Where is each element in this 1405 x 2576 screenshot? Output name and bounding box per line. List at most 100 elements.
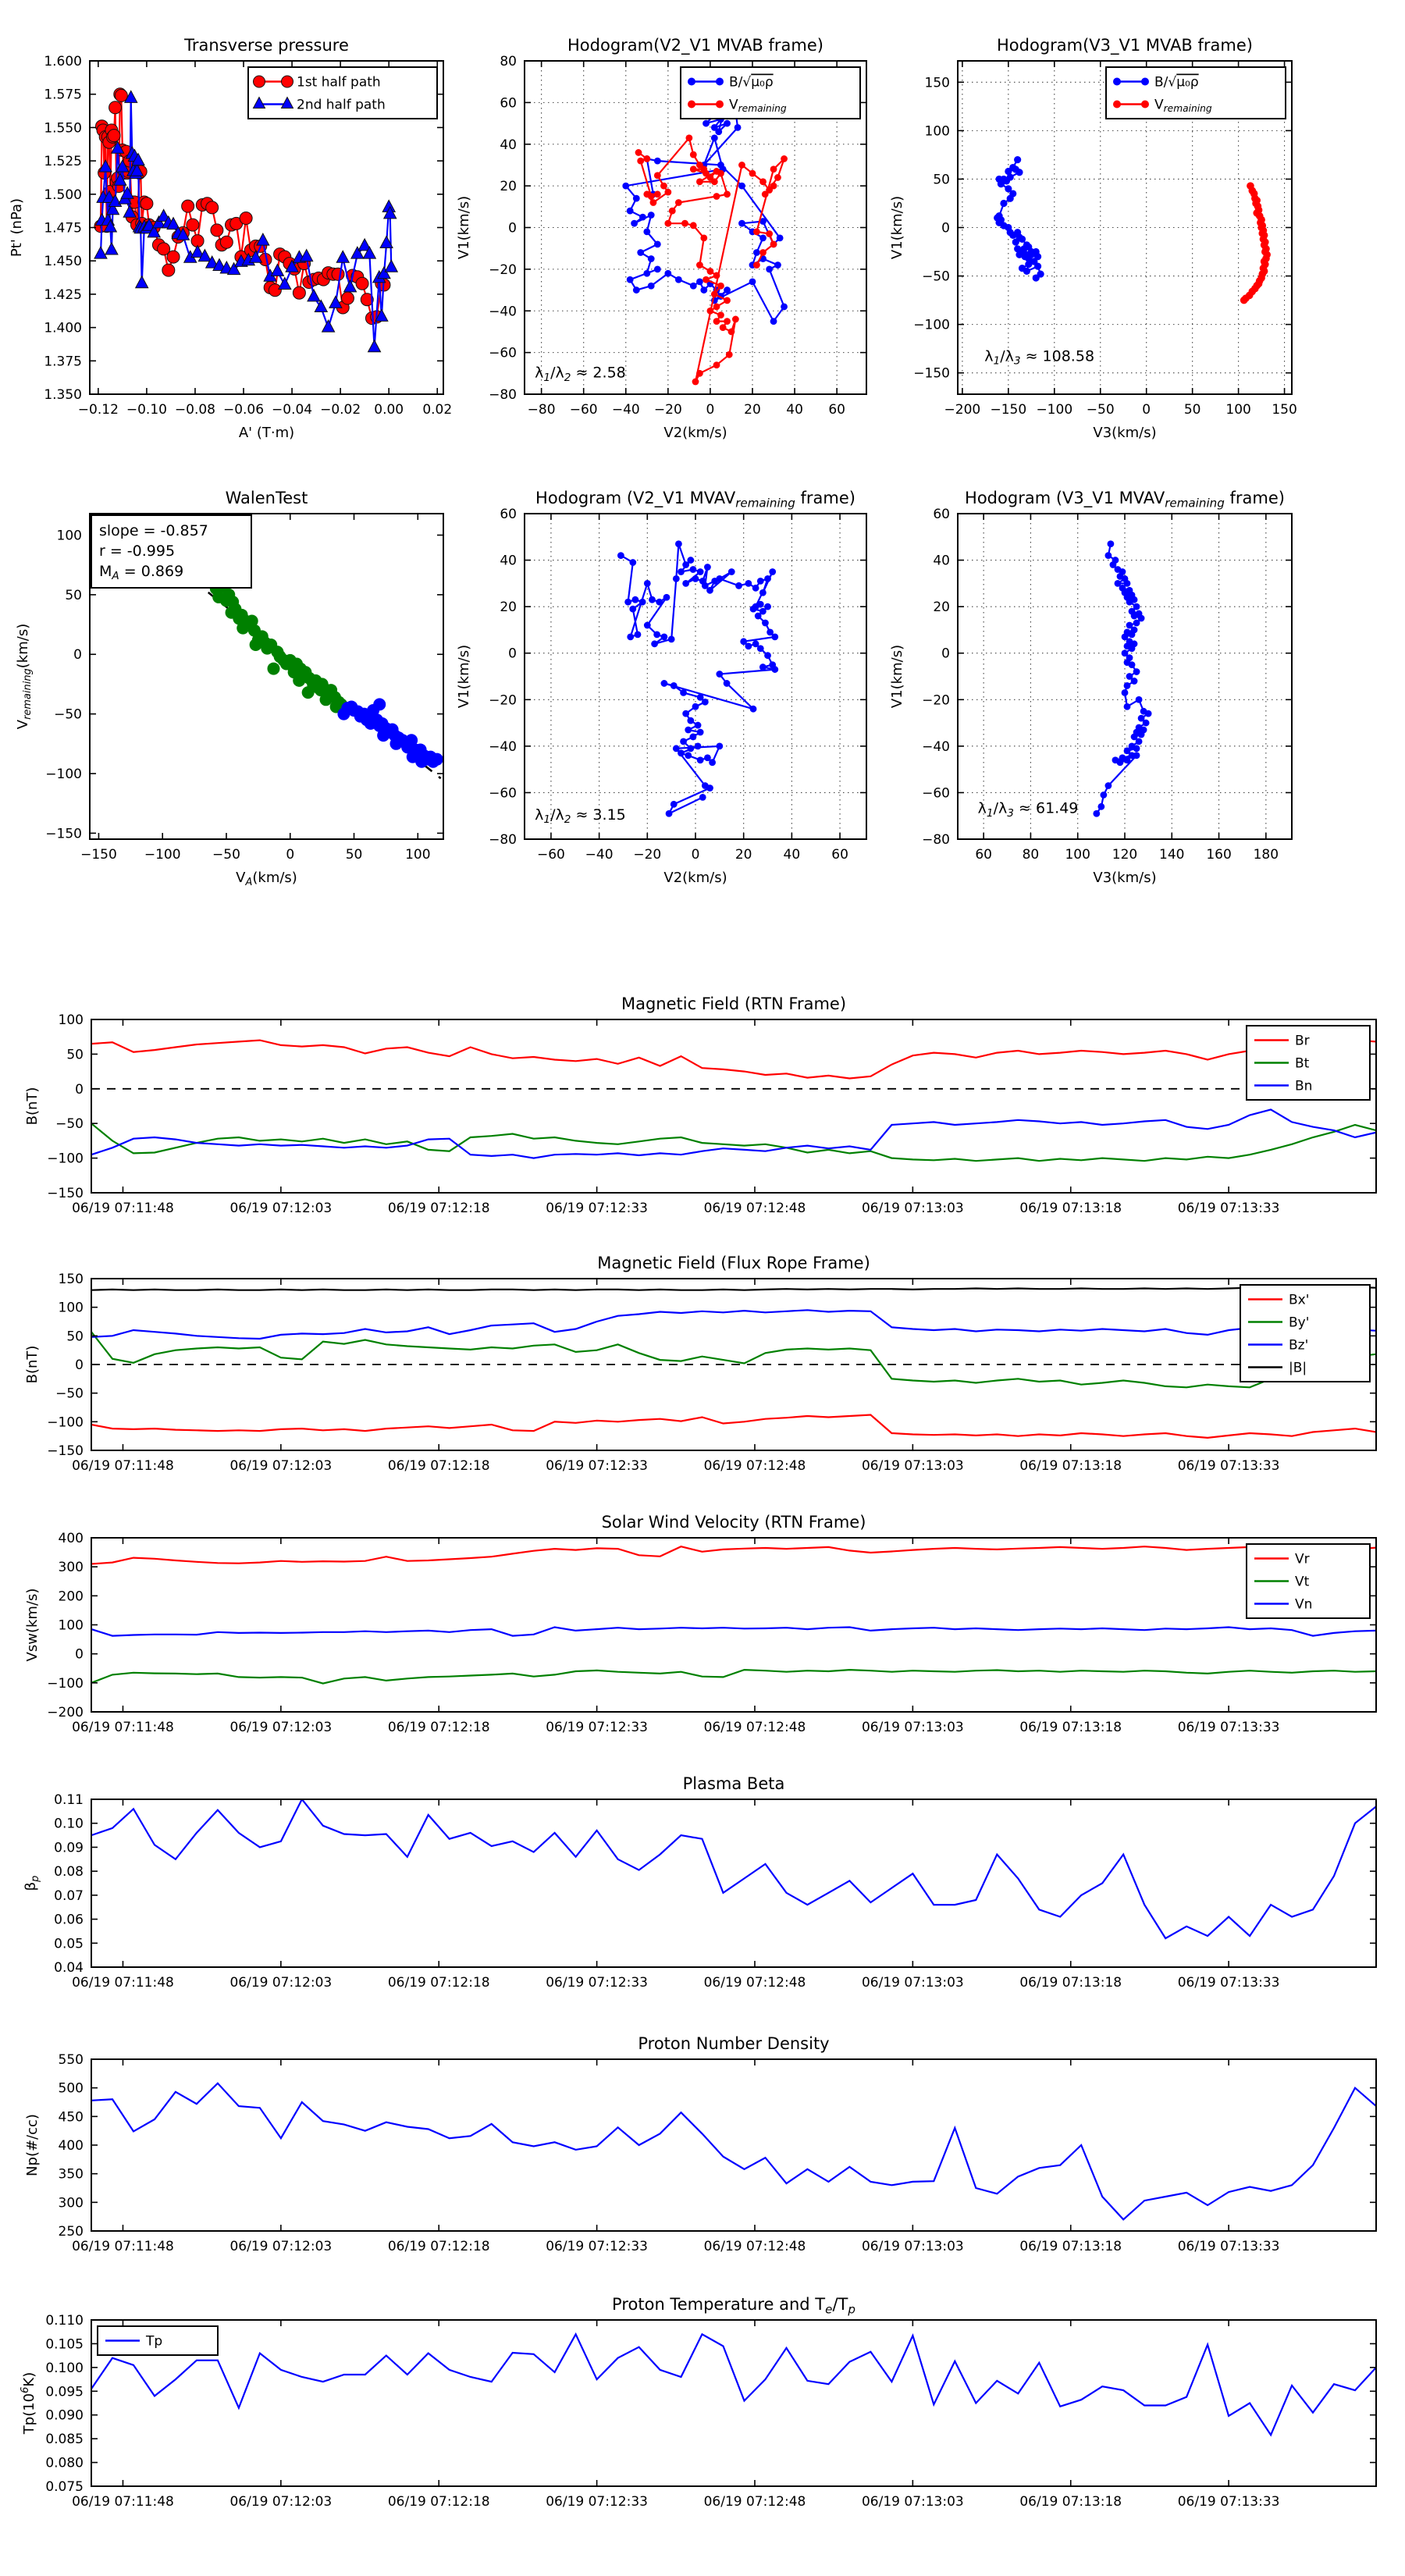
y-tick-label: 100 [59, 1618, 84, 1634]
y-tick-label: 50 [933, 172, 950, 187]
series-v-trace [620, 543, 777, 816]
legend: Bx' By' Bz' |B| [1240, 1284, 1371, 1382]
y-tick-label: 0 [75, 1647, 84, 1663]
x-axis-label: VA​(km/s) [236, 870, 297, 888]
y-tick-label: 500 [59, 2081, 84, 2097]
x-tick-label: −100 [1036, 402, 1072, 418]
x-tick-label: 06/19 07:11:48 [72, 1975, 174, 1991]
panel-plasma-beta: 06/19 07:11:48 06/19 07:12:03 06/19 07:12:… [23, 1774, 1377, 1991]
x-tick-label: −0.04 [272, 402, 312, 418]
y-tick-label: −20 [489, 262, 517, 278]
x-tick-label: 0.00 [374, 402, 404, 418]
x-tick-label: 100 [1225, 402, 1250, 418]
y-tick-label: −60 [489, 785, 517, 801]
axes-frame [91, 1537, 1377, 1713]
y-tick-label: 0 [73, 647, 82, 663]
y-tick-label: −100 [47, 1414, 84, 1430]
y-tick-label: 1.450 [44, 254, 82, 269]
x-tick-label: 06/19 07:13:33 [1178, 2494, 1280, 2510]
x-tick-label: 06/19 07:12:18 [388, 1720, 490, 1735]
series-bt [91, 1123, 1376, 1162]
panel-title: Hodogram(V3_V1 MVAB frame) [997, 36, 1253, 55]
annotation-line: MA​ = 0.869 [99, 563, 183, 582]
markers-v-trace [1093, 540, 1152, 817]
legend-label: Bx' [1289, 1293, 1309, 1308]
x-tick-label: 50 [346, 847, 363, 863]
x-tick-label: 180 [1254, 847, 1279, 863]
panel-hodogram-v3v1-mvav: 60 80 100 120 140 160 180 −80 −60 −40 −20 0 20 40 60 Ho… [889, 489, 1293, 886]
legend: Vr Vt Vn [1246, 1543, 1371, 1619]
y-tick-label: 0.075 [45, 2479, 84, 2495]
y-tick-label: 1.550 [44, 120, 82, 136]
x-tick-label: −40 [612, 402, 640, 418]
y-axis-label: V1(km/s) [889, 645, 905, 708]
x-tick-label: −150 [990, 402, 1026, 418]
x-tick-label: −0.02 [320, 402, 361, 418]
x-tick-label: 06/19 07:13:03 [862, 1720, 964, 1735]
y-tick-label: 0.08 [54, 1864, 84, 1880]
legend-label: Vremaining​ [729, 98, 787, 115]
series-vn [91, 1626, 1376, 1637]
legend: Br Bt Bn [1246, 1025, 1371, 1101]
y-tick-label: 200 [59, 1589, 84, 1604]
x-tick-label: 06/19 07:13:33 [1178, 1720, 1280, 1735]
y-tick-label: 150 [59, 1272, 84, 1287]
y-tick-label: 0.04 [54, 1960, 84, 1976]
panel-walen-test: −150 −100 −50 0 50 100 −150 −100 −50 0 50 100 WalenT… [15, 489, 444, 888]
y-tick-label: 400 [59, 1531, 84, 1546]
x-tick-label: 0 [1142, 402, 1151, 418]
y-tick-label: −100 [45, 767, 82, 782]
x-tick-label: 0.02 [422, 402, 452, 418]
y-tick-label: 0.085 [45, 2432, 84, 2447]
x-tick-label: 06/19 07:13:18 [1019, 1720, 1122, 1735]
y-axis-label: V1(km/s) [456, 645, 472, 708]
x-tick-label: 06/19 07:13:33 [1178, 2239, 1280, 2254]
x-tick-label: −20 [654, 402, 682, 418]
y-tick-label: 20 [500, 179, 517, 194]
annotation-text: λ1​/λ3​ ≈ 108.58 [984, 347, 1094, 367]
x-tick-label: 06/19 07:12:18 [388, 1201, 490, 1216]
y-tick-label: −200 [47, 1705, 84, 1720]
x-tick-label: −0.10 [126, 402, 167, 418]
y-tick-label: 20 [500, 600, 517, 615]
markers-v-remaining [1240, 182, 1271, 304]
legend: 1st half path 2nd half path [247, 66, 438, 119]
panel-proton-density: 06/19 07:11:48 06/19 07:12:03 06/19 07:12:… [24, 2034, 1377, 2254]
y-tick-label: 60 [933, 507, 950, 522]
markers-v-trace [617, 540, 779, 817]
series-bz-prime [91, 1309, 1376, 1340]
y-tick-label: 1.425 [44, 287, 82, 303]
x-tick-label: 06/19 07:13:03 [862, 1975, 964, 1991]
y-tick-label: 0.080 [45, 2456, 84, 2471]
markers-b-over-sqrt-mu0rho [994, 156, 1044, 282]
series-by-prime [91, 1331, 1376, 1389]
x-tick-label: 50 [1184, 402, 1201, 418]
y-tick-label: −40 [489, 304, 517, 319]
y-tick-label: 100 [59, 1300, 84, 1316]
x-tick-label: 06/19 07:13:18 [1019, 1975, 1122, 1991]
panel-title: WalenTest [226, 489, 308, 507]
panel-title: Solar Wind Velocity (RTN Frame) [602, 1513, 866, 1532]
panel-title: Plasma Beta [683, 1774, 785, 1793]
x-tick-label: 0 [692, 847, 700, 863]
x-tick-label: 06/19 07:12:33 [546, 1975, 648, 1991]
y-tick-label: 0.05 [54, 1936, 84, 1952]
x-tick-label: 06/19 07:13:03 [862, 1458, 964, 1474]
y-tick-label: 550 [59, 2052, 84, 2068]
legend: B/√μ₀ρ Vremaining​ [1105, 66, 1286, 119]
x-tick-label: 06/19 07:12:18 [388, 1975, 490, 1991]
panel-title: Magnetic Field (RTN Frame) [621, 994, 846, 1013]
x-tick-label: 06/19 07:11:48 [72, 1201, 174, 1216]
x-tick-label: 60 [975, 847, 992, 863]
y-tick-label: 250 [59, 2224, 84, 2240]
panel-title: Hodogram(V2_V1 MVAB frame) [567, 36, 823, 55]
x-tick-label: 06/19 07:12:48 [704, 1975, 806, 1991]
axes-frame [91, 2058, 1377, 2232]
y-tick-label: −150 [45, 826, 82, 841]
y-tick-label: −100 [913, 318, 950, 333]
y-tick-label: −80 [922, 832, 950, 848]
x-tick-label: 06/19 07:12:18 [388, 2494, 490, 2510]
x-tick-label: 100 [405, 847, 430, 863]
panel-vsw-rtn: 06/19 07:11:48 06/19 07:12:03 06/19 07:12:… [24, 1513, 1377, 1735]
